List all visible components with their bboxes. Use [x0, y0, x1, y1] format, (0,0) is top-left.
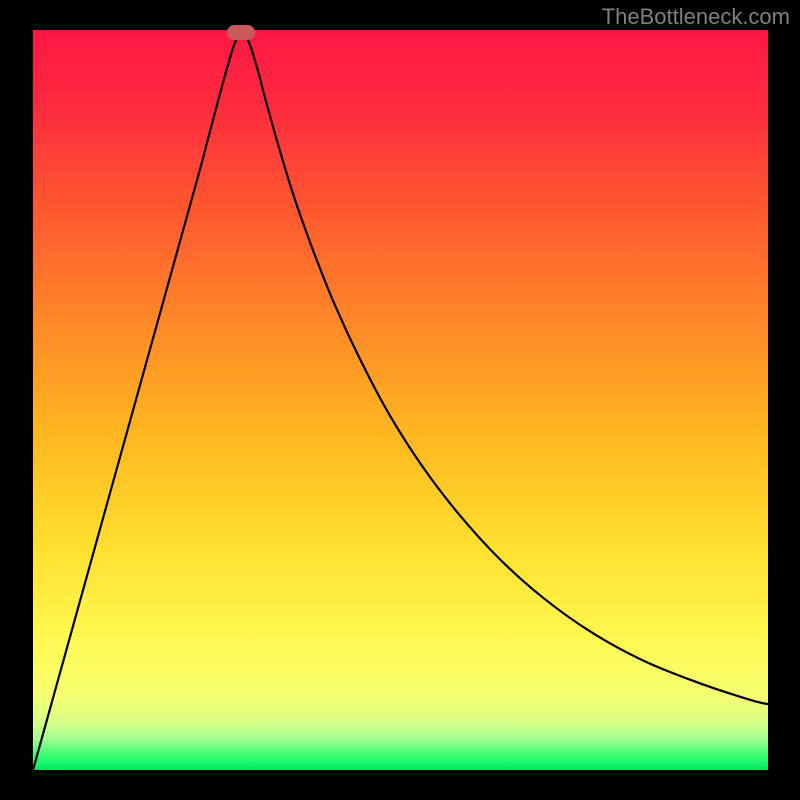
- minimum-marker: [227, 25, 255, 40]
- plot-area: [33, 30, 768, 770]
- watermark-text: TheBottleneck.com: [602, 4, 790, 30]
- chart-container: TheBottleneck.com: [0, 0, 800, 800]
- curve-line: [33, 30, 768, 770]
